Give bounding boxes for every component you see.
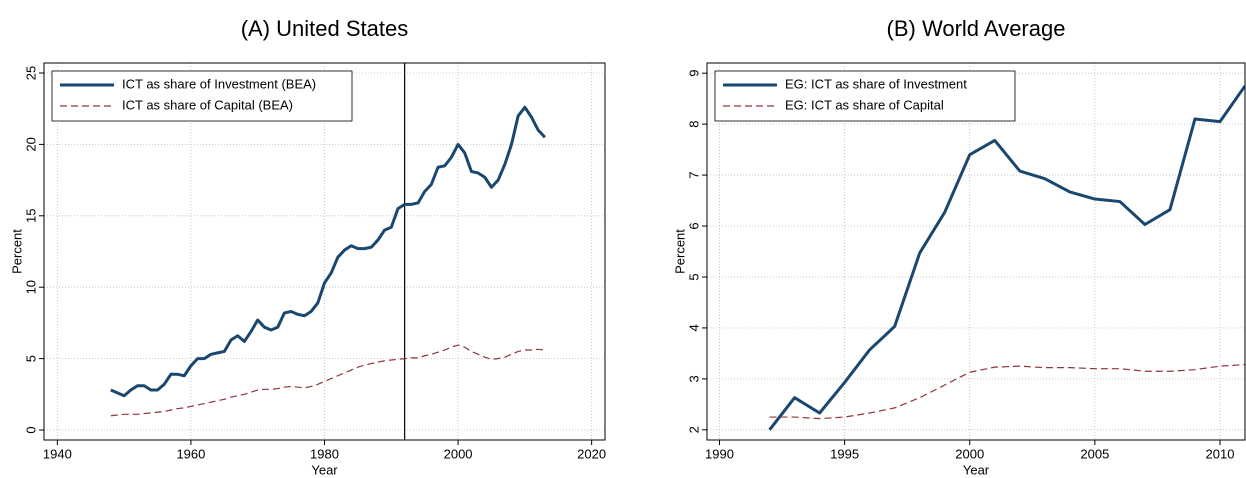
y-axis-label: Percent [9, 229, 24, 274]
y-tick-label: 3 [686, 375, 701, 382]
x-tick-label: 2000 [955, 446, 984, 461]
series-line [768, 85, 1245, 431]
y-tick-label: 20 [23, 137, 38, 151]
x-tick-label: 1995 [830, 446, 859, 461]
y-tick-label: 10 [23, 280, 38, 294]
legend-box [51, 70, 353, 122]
y-tick-label: 2 [686, 426, 701, 433]
series-line [110, 344, 545, 417]
legend-label: ICT as share of Investment (BEA) [122, 76, 316, 91]
x-tick-label: 2005 [1080, 446, 1109, 461]
y-tick-label: 7 [686, 171, 701, 178]
y-axis-label: Percent [672, 229, 687, 274]
plot-frame [706, 62, 1246, 441]
x-axis-label: Year [963, 462, 990, 477]
y-tick-label: 9 [686, 70, 701, 77]
legend-label: EG: ICT as share of Investment [785, 76, 967, 91]
x-tick-label: 1940 [43, 446, 72, 461]
legend-label: EG: ICT as share of Capital [785, 97, 944, 112]
x-tick-label: 1960 [176, 446, 205, 461]
x-axis-label: Year [311, 462, 338, 477]
y-tick-label: 6 [686, 222, 701, 229]
legend-box [714, 70, 1016, 122]
x-tick-label: 1980 [310, 446, 339, 461]
plot-frame [43, 62, 606, 441]
chart-title: (B) World Average [887, 16, 1066, 41]
y-tick-label: 5 [23, 355, 38, 362]
x-tick-label: 2010 [1206, 446, 1235, 461]
x-tick-label: 2000 [444, 446, 473, 461]
y-tick-label: 25 [23, 66, 38, 80]
plot-area [110, 63, 546, 440]
plot-area [768, 85, 1245, 431]
y-tick-label: 15 [23, 209, 38, 223]
x-tick-label: 2020 [577, 446, 606, 461]
x-tick-label: 1990 [705, 446, 734, 461]
series-line [769, 364, 1245, 420]
legend-label: ICT as share of Capital (BEA) [122, 97, 293, 112]
y-tick-label: 0 [23, 426, 38, 433]
y-tick-label: 8 [686, 121, 701, 128]
series-line [110, 105, 546, 398]
chart-title: (A) United States [241, 16, 409, 41]
y-tick-label: 5 [686, 273, 701, 280]
y-tick-label: 4 [686, 324, 701, 331]
